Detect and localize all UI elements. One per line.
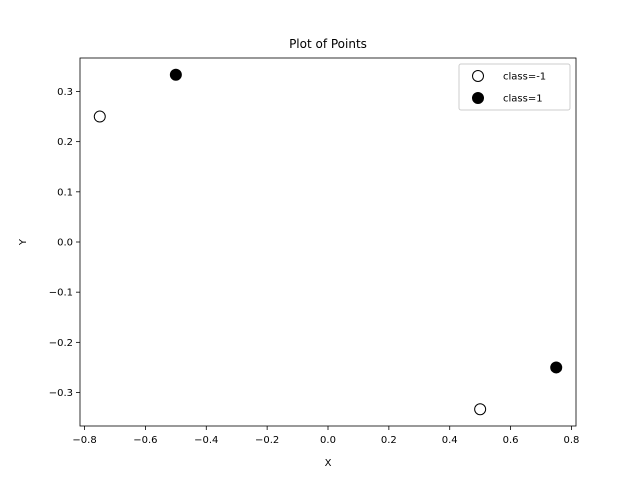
- legend: class=-1 class=1: [458, 63, 571, 111]
- legend-marker-class-1: [472, 92, 484, 104]
- y-tick-label: 0.0: [57, 238, 73, 249]
- x-tick-label: −0.2: [255, 435, 279, 446]
- y-tick-label: 0.1: [57, 187, 73, 198]
- x-axis-label: X: [325, 458, 332, 469]
- x-tick-label: −0.4: [194, 435, 218, 446]
- y-tick-label: −0.2: [49, 338, 73, 349]
- data-point-class-neg1: [474, 403, 487, 416]
- legend-label: class=-1: [503, 72, 546, 83]
- x-tick-label: 0.2: [381, 435, 397, 446]
- x-tick-label: −0.6: [133, 435, 157, 446]
- legend-marker-class-neg1: [472, 70, 484, 82]
- y-tick-label: 0.3: [57, 87, 73, 98]
- data-point-class-1: [169, 68, 182, 81]
- y-tick-label: −0.3: [49, 388, 73, 399]
- x-tick-label: 0.8: [563, 435, 579, 446]
- x-tick-label: −0.8: [72, 435, 96, 446]
- chart-title: Plot of Points: [289, 37, 367, 51]
- legend-label: class=1: [503, 94, 543, 105]
- x-tick-label: 0.4: [442, 435, 458, 446]
- y-tick-label: −0.1: [49, 288, 73, 299]
- x-tick-label: 0.6: [503, 435, 519, 446]
- y-axis-label: Y: [18, 238, 29, 246]
- axis-ticks: −0.8 −0.6 −0.4 −0.2 0.0 0.2 0.4 0.6 0.8 −0.3 −0.2 −…: [49, 87, 580, 446]
- x-tick-label: 0.0: [320, 435, 336, 446]
- y-tick-label: 0.2: [57, 137, 73, 148]
- data-point-class-neg1: [93, 110, 106, 123]
- legend-box: [458, 63, 571, 111]
- data-point-class-1: [550, 361, 563, 374]
- data-points: [93, 68, 563, 416]
